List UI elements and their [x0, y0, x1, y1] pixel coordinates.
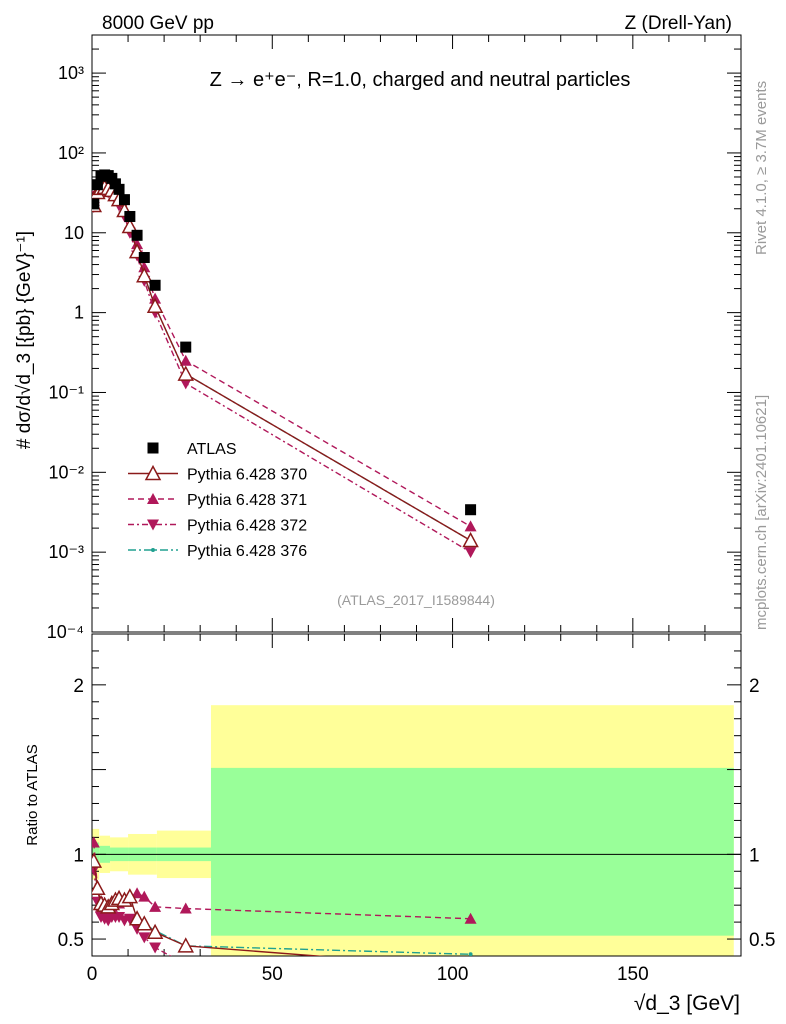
legend-label: Pythia 6.428 372 [187, 518, 307, 535]
ratio-series-line [93, 842, 471, 920]
data-point [179, 354, 192, 366]
legend-marker [144, 464, 162, 481]
ratio-point [92, 879, 106, 895]
data-point [131, 229, 143, 241]
data-point [92, 179, 103, 191]
mcplots-credit: mcplots.cern.ch [arXiv:2401.10621] [753, 395, 770, 630]
header-right: Z (Drell-Yan) [625, 13, 732, 34]
ratio-point [123, 913, 136, 925]
chart-title: Z → e⁺e⁻, R=1.0, charged and neutral par… [210, 69, 631, 91]
x-tick-label: 150 [617, 964, 649, 985]
legend-label: Pythia 6.428 376 [187, 543, 307, 560]
legend: ATLAS Pythia 6.428 370 Pythia 6.428 371 Pyt… [128, 441, 307, 560]
y-tick-label: 10⁻² [48, 462, 84, 482]
legend-marker [147, 442, 159, 454]
data-point [462, 531, 479, 548]
ratio-tick-label: 0.5 [58, 930, 84, 951]
x-axis-label: √d_3 [GeV] [634, 992, 740, 1015]
rivet-version: Rivet 4.1.0, ≥ 3.7M events [753, 81, 770, 255]
data-point [464, 520, 477, 532]
main-panel: 10⁻⁴ 10⁻³ 10⁻² 10⁻¹ 1 10 10² 10³ Z → e⁺e⁻, R=1.… [47, 34, 742, 956]
uncertainty-bands [92, 705, 741, 956]
data-point [121, 217, 139, 234]
data-point [92, 198, 100, 210]
ratio-point [468, 952, 473, 956]
ratio-point [136, 915, 153, 931]
legend-label: ATLAS [187, 441, 237, 458]
ratio-panel: 0.5 0.5 1 1 2 2 [58, 633, 775, 970]
main-y-axis: 10⁻⁴ 10⁻³ 10⁻² 10⁻¹ 1 10 10² 10³ [47, 34, 741, 642]
y-tick-label: 10⁻³ [48, 542, 84, 562]
y-tick-label: 10 [64, 223, 84, 243]
data-point [124, 210, 136, 222]
ratio-point [92, 836, 100, 848]
legend-label: Pythia 6.428 370 [187, 467, 307, 484]
ratio-tick-label: 1 [749, 845, 760, 866]
series-line [93, 186, 471, 542]
ratio-point [138, 890, 151, 902]
ratio-point [179, 902, 192, 914]
data-point [180, 341, 192, 353]
ratio-point [149, 900, 162, 912]
header-left: 8000 GeV pp [102, 13, 214, 34]
x-tick-label: 50 [262, 964, 283, 985]
ratio-point [146, 923, 164, 940]
y-tick-label: 1 [74, 303, 84, 323]
y-tick-label: 10³ [58, 63, 84, 83]
ratio-point [131, 887, 144, 899]
ratio-point [92, 852, 103, 868]
ratio-point [128, 910, 146, 926]
ratio-tick-label: 2 [749, 676, 760, 697]
ratio-tick-label: 0.5 [749, 930, 775, 951]
y-tick-label: 10⁻¹ [48, 382, 84, 402]
inner-uncertainty-band [210, 767, 734, 936]
y-axis-label: # dσ/d√d_3 [{pb} {GeV}⁻¹] [14, 231, 35, 449]
data-point [113, 183, 125, 195]
ratio-point [177, 937, 195, 953]
ratio-point [138, 932, 151, 944]
ratio-point [180, 959, 192, 970]
data-point [138, 252, 150, 264]
y-tick-label: 10⁻⁴ [47, 622, 84, 642]
data-point [146, 297, 164, 314]
ratio-point [149, 942, 162, 954]
y-tick-label: 10² [58, 143, 84, 163]
analysis-id: (ATLAS_2017_I1589844) [337, 592, 495, 608]
x-tick-label: 100 [437, 964, 469, 985]
ratio-series-group [92, 836, 477, 970]
data-point [465, 504, 477, 516]
legend-marker [147, 519, 159, 531]
data-point [179, 378, 192, 390]
ratio-y-axis-label: Ratio to ATLAS [24, 744, 41, 845]
data-point [177, 365, 195, 381]
ratio-tick-label: 2 [73, 676, 84, 697]
ratio-tick-label: 1 [73, 845, 84, 866]
ratio-point [121, 888, 139, 904]
data-point [149, 279, 161, 291]
legend-marker [151, 548, 155, 552]
data-point [118, 194, 130, 206]
data-point [138, 261, 151, 273]
ratio-point [113, 912, 126, 924]
main-series-group [92, 169, 479, 559]
data-point [464, 547, 477, 559]
x-tick-label: 0 [87, 964, 98, 985]
legend-label: Pythia 6.428 371 [187, 492, 307, 509]
legend-marker [147, 493, 159, 504]
x-axis-labels: 0 50 100 150 [87, 964, 649, 985]
ratio-point [464, 912, 477, 924]
series-line [93, 186, 471, 542]
ratio-y-axis: 0.5 0.5 1 1 2 2 [58, 633, 775, 957]
ratio-frame [91, 633, 742, 957]
data-point [136, 267, 153, 283]
